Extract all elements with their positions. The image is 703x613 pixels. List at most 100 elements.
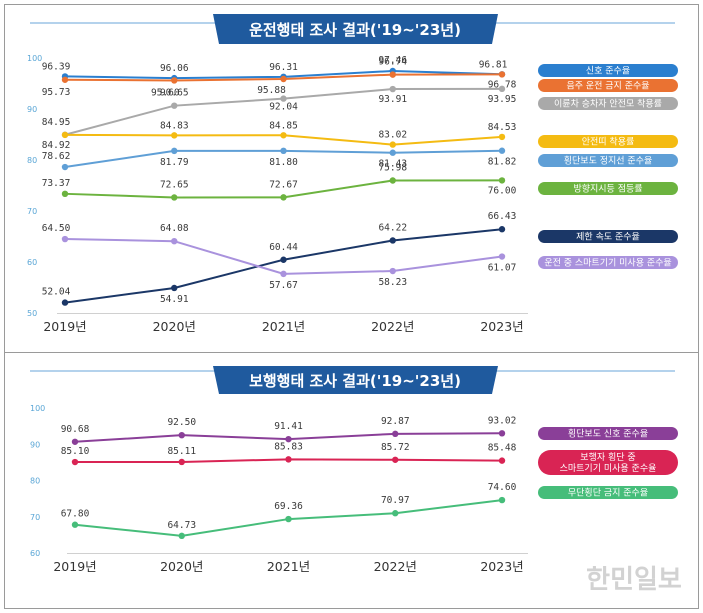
driving-legend-swatch: [538, 230, 678, 243]
driving-data-point: [171, 77, 178, 84]
walking-legend-swatch: [538, 450, 678, 475]
driving-data-point: [171, 194, 178, 201]
driving-series-4: 78.62 81.79 81.80 81.43 81.82: [42, 147, 517, 171]
driving-data-label: 54.91: [160, 294, 189, 305]
driving-data-label: 52.04: [42, 287, 71, 298]
driving-data-point: [61, 190, 69, 198]
driving-data-label: 90.65: [160, 88, 189, 99]
driving-data-point: [61, 131, 69, 139]
driving-data-point: [61, 163, 69, 171]
walking-data-label: 64.73: [167, 520, 196, 531]
driving-series-0: 96.39 96.06 96.31 97.46 96.81: [42, 55, 508, 82]
driving-x-tick-label: 2020년: [153, 319, 196, 334]
driving-data-point: [498, 147, 506, 154]
driving-legend-swatch: [538, 64, 678, 77]
driving-legend-item: 안전띠 착용률: [538, 135, 678, 148]
driving-legend-item: 횡단보도 정지선 준수율: [538, 154, 678, 167]
walking-data-label: 91.41: [274, 421, 303, 432]
driving-data-label: 96.06: [160, 63, 189, 74]
walking-series-1: 85.10 85.11 85.83 85.72 85.48: [61, 441, 517, 466]
driving-chart-panel: 운전행태 조사 결과('19~'23년) 100 90 80 70 60 50 2019년 2…: [27, 14, 678, 334]
driving-data-label: 95.88: [257, 85, 286, 96]
driving-data-label: 84.95: [42, 117, 71, 128]
driving-series-3: 84.92 84.83 84.85 83.02 84.53: [42, 120, 517, 151]
driving-data-point: [498, 177, 506, 184]
walking-y-tick-label: 90: [30, 440, 40, 449]
driving-data-point: [389, 267, 396, 275]
driving-legend-label: 방향지시등 점등률: [573, 183, 642, 195]
driving-data-label: 61.07: [488, 263, 517, 274]
walking-data-label: 67.80: [61, 509, 90, 520]
walking-x-tick-label: 2019년: [53, 559, 96, 574]
driving-data-point: [61, 235, 69, 243]
driving-data-point: [389, 149, 396, 156]
driving-data-point: [171, 132, 178, 139]
driving-series-2: 84.95 90.65 92.04 93.91 93.95: [42, 85, 517, 138]
driving-data-point: [280, 256, 287, 263]
walking-data-label: 93.02: [488, 415, 517, 426]
walking-series-0: 90.68 92.50 91.41 92.87 93.02: [61, 415, 517, 445]
driving-data-point: [280, 147, 287, 155]
driving-data-point: [280, 194, 287, 201]
walking-data-label: 85.83: [274, 441, 303, 452]
driving-data-label: 73.37: [42, 178, 71, 189]
walking-data-label: 85.48: [488, 443, 517, 454]
driving-legend-item: 방향지시등 점등률: [538, 182, 678, 195]
driving-series-1: 95.73 95.60 95.88 96.74 96.78: [42, 57, 517, 99]
driving-data-label: 64.08: [160, 223, 189, 234]
driving-data-label: 81.79: [160, 157, 189, 168]
driving-legend-label: 신호 준수율: [586, 66, 630, 77]
walking-data-label: 85.72: [381, 442, 410, 453]
walking-data-point: [285, 435, 292, 443]
driving-legend-label: 제한 속도 준수율: [576, 232, 640, 243]
driving-legend-item: 이륜차 승차자 안전모 착용률: [538, 97, 678, 110]
walking-data-point: [498, 457, 506, 464]
driving-legend-label: 운전 중 스마트기기 미사용 준수율: [544, 258, 671, 269]
driving-legend-swatch: [538, 135, 678, 148]
driving-data-label: 58.23: [378, 277, 407, 288]
driving-data-point: [280, 132, 287, 139]
driving-data-label: 95.73: [42, 87, 71, 98]
walking-y-tick-label: 80: [30, 477, 40, 486]
driving-data-point: [498, 226, 506, 233]
walking-legend-label: 스마트기기 미사용 준수율: [560, 463, 657, 474]
walking-y-tick-label: 60: [30, 549, 40, 558]
driving-series-7: 64.50 64.08 57.67 58.23 61.07: [42, 223, 517, 291]
driving-x-tick-label: 2023년: [480, 319, 523, 334]
walking-data-label: 70.97: [381, 495, 410, 506]
driving-data-label: 83.02: [378, 130, 407, 141]
walking-data-point: [178, 431, 185, 439]
driving-legend-label: 음주 운전 금지 준수율: [566, 81, 649, 92]
driving-data-label: 93.95: [488, 94, 517, 105]
walking-data-label: 92.50: [167, 417, 196, 428]
driving-data-point: [389, 141, 396, 148]
driving-data-label: 96.74: [378, 57, 407, 68]
driving-data-label: 96.81: [479, 59, 508, 70]
driving-data-label: 84.92: [42, 140, 71, 151]
walking-data-label: 90.68: [61, 424, 90, 435]
driving-data-label: 95.60: [151, 87, 180, 98]
walking-data-label: 74.60: [488, 482, 517, 493]
walking-chart-title-text: 보행행태 조사 결과('19~'23년): [249, 372, 461, 390]
driving-data-label: 96.39: [42, 61, 71, 72]
walking-x-tick-label: 2023년: [480, 559, 523, 574]
driving-data-label: 84.85: [269, 120, 298, 131]
walking-data-point: [392, 456, 399, 463]
walking-chart-title: 보행행태 조사 결과('19~'23년): [30, 366, 675, 394]
driving-legend-item: 음주 운전 금지 준수율: [538, 79, 678, 92]
walking-data-point: [498, 496, 506, 504]
driving-chart-title-text: 운전행태 조사 결과('19~'23년): [249, 21, 461, 39]
driving-data-point: [171, 284, 178, 292]
driving-data-label: 96.78: [488, 79, 517, 90]
walking-legend-swatch: [538, 486, 678, 499]
driving-legend-label: 횡단보도 정지선 준수율: [564, 155, 653, 167]
driving-data-label: 60.44: [269, 242, 298, 253]
driving-data-label: 81.80: [269, 157, 298, 168]
driving-legend-label: 안전띠 착용률: [582, 137, 635, 148]
driving-data-point: [280, 75, 287, 83]
driving-data-label: 72.67: [269, 179, 298, 190]
driving-x-tick-label: 2022년: [371, 319, 414, 334]
driving-data-label: 81.82: [488, 157, 517, 168]
